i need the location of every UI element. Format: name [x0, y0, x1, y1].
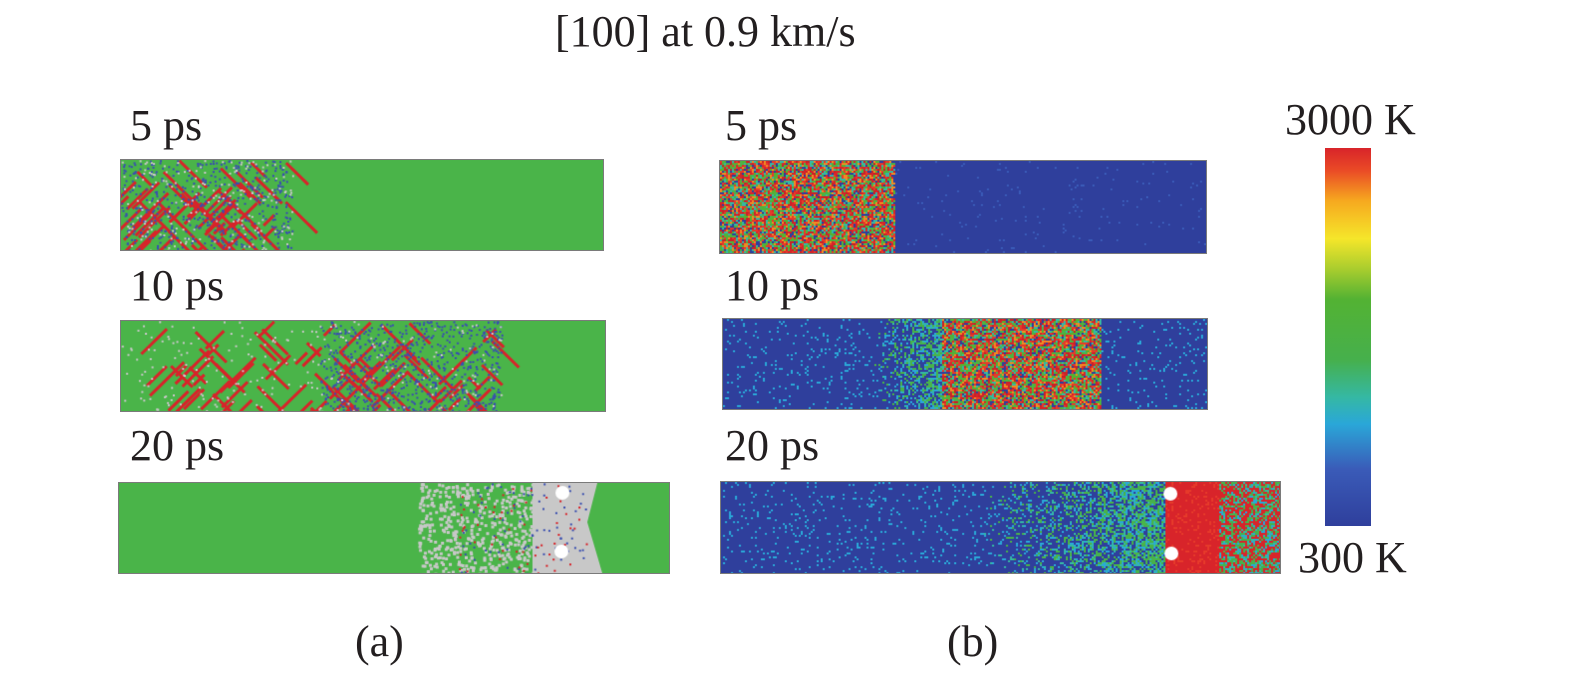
- temperature-colorbar: [1325, 148, 1371, 526]
- panel-b-snapshot-10ps: [722, 318, 1208, 410]
- colorbar-min-label: 300 K: [1298, 533, 1407, 582]
- temperature-map: [723, 319, 1207, 409]
- temperature-map: [721, 482, 1280, 573]
- structure-map: [119, 483, 669, 573]
- panel-a-snapshot-10ps: [120, 320, 606, 412]
- panel-b-snapshot-5ps: [719, 160, 1207, 254]
- structure-map: [121, 321, 605, 411]
- panel-b-snapshot-20ps: [720, 481, 1281, 574]
- figure-title: [100] at 0.9 km/s: [555, 7, 856, 56]
- panel-a-snapshot-20ps: [118, 482, 670, 574]
- structure-map: [121, 160, 603, 250]
- panel-a-time-label-5ps: 5 ps: [130, 101, 203, 150]
- temperature-map: [720, 161, 1206, 253]
- panel-b-time-label-20ps: 20 ps: [725, 421, 820, 470]
- panel-b-time-label-10ps: 10 ps: [725, 261, 820, 310]
- panel-b-caption: (b): [947, 617, 999, 666]
- panel-b-time-label-5ps: 5 ps: [725, 101, 798, 150]
- panel-a-time-label-10ps: 10 ps: [130, 261, 225, 310]
- panel-a-snapshot-5ps: [120, 159, 604, 251]
- panel-a-caption: (a): [355, 617, 404, 666]
- colorbar-max-label: 3000 K: [1285, 95, 1416, 144]
- panel-a-time-label-20ps: 20 ps: [130, 421, 225, 470]
